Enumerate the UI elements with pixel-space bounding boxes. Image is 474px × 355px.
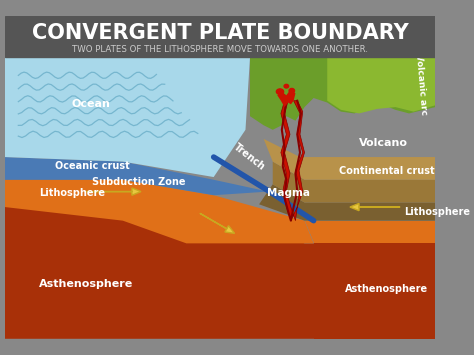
Polygon shape [314, 244, 435, 339]
Text: Asthenosphere: Asthenosphere [39, 279, 134, 289]
Polygon shape [304, 221, 435, 244]
Text: Ocean: Ocean [72, 99, 110, 109]
Text: Continental crust: Continental crust [339, 166, 435, 176]
Text: Oceanic crust: Oceanic crust [55, 161, 129, 171]
FancyArrow shape [200, 213, 235, 233]
Text: Lithosphere: Lithosphere [404, 207, 471, 217]
Polygon shape [259, 184, 435, 221]
Text: Lithosphere: Lithosphere [39, 189, 105, 198]
Text: Magma: Magma [267, 189, 310, 198]
Polygon shape [281, 101, 304, 221]
Polygon shape [250, 57, 435, 130]
Polygon shape [5, 157, 268, 195]
Ellipse shape [289, 88, 294, 93]
Text: Volcanic arc: Volcanic arc [414, 53, 428, 115]
Text: Volcano: Volcano [359, 138, 408, 148]
Text: Asthenosphere: Asthenosphere [345, 284, 428, 294]
Polygon shape [264, 139, 435, 180]
Polygon shape [5, 57, 250, 177]
Ellipse shape [284, 84, 289, 88]
Polygon shape [273, 162, 435, 202]
Polygon shape [327, 57, 435, 114]
Polygon shape [277, 89, 295, 107]
Text: Trench: Trench [232, 142, 267, 172]
Text: TWO PLATES OF THE LITHOSPHERE MOVE TOWARDS ONE ANOTHER.: TWO PLATES OF THE LITHOSPHERE MOVE TOWAR… [72, 45, 368, 54]
FancyArrow shape [350, 203, 400, 211]
FancyArrow shape [86, 188, 141, 195]
Polygon shape [5, 180, 435, 339]
Text: Subduction Zone: Subduction Zone [92, 178, 186, 187]
Polygon shape [5, 180, 314, 244]
Polygon shape [5, 16, 250, 57]
Text: CONVERGENT PLATE BOUNDARY: CONVERGENT PLATE BOUNDARY [32, 23, 409, 43]
Bar [5, 16, 435, 57]
Ellipse shape [276, 89, 283, 94]
